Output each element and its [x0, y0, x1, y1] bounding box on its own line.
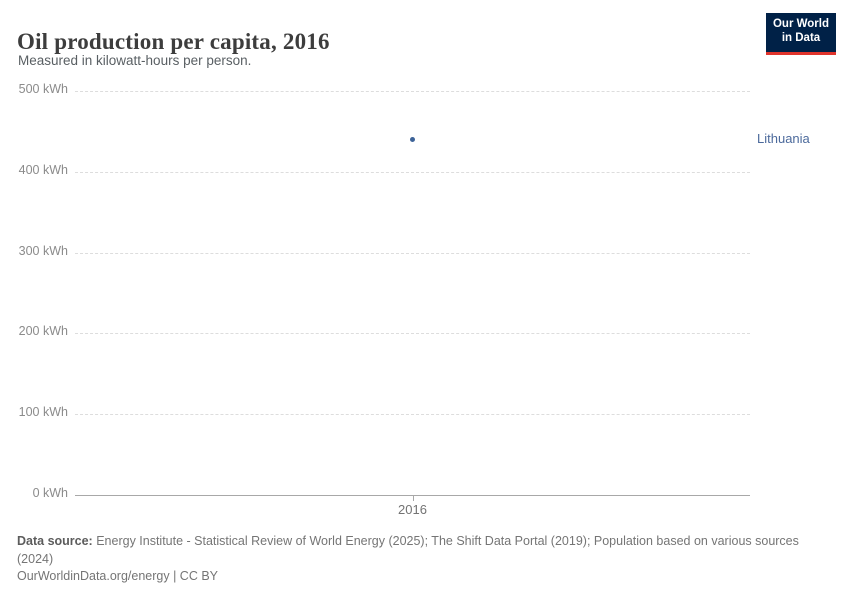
y-gridline [75, 252, 750, 254]
data-source-text: Energy Institute - Statistical Review of… [17, 534, 799, 566]
data-point[interactable] [410, 136, 415, 142]
y-axis-tick-label: 100 kWh [18, 405, 68, 420]
y-gridline [75, 333, 750, 335]
owid-logo-line2: in Data [781, 32, 821, 44]
license-link[interactable]: OurWorldinData.org/energy | CC BY [17, 569, 219, 583]
x-axis-tick [412, 495, 414, 501]
owid-logo[interactable]: Our World in Data [766, 13, 836, 55]
data-source-note: Data source: Energy Institute - Statisti… [17, 532, 812, 568]
y-axis-tick-label: 400 kWh [18, 162, 68, 177]
y-gridline [75, 171, 750, 173]
x-axis-tick-label: 2016 [398, 502, 427, 517]
chart-title: Oil production per capita, 2016 [17, 29, 330, 55]
y-axis-tick-label: 200 kWh [18, 324, 68, 339]
chart-subtitle: Measured in kilowatt-hours per person. [18, 53, 252, 68]
y-axis-tick-label: 0 kWh [32, 486, 68, 500]
data-source-label: Data source: [17, 534, 93, 548]
y-axis-tick-label: 500 kWh [18, 82, 68, 96]
owid-logo-line1: Our World [772, 18, 829, 30]
y-axis-tick-label: 300 kWh [18, 243, 68, 258]
y-gridline [75, 414, 750, 416]
y-gridline [75, 91, 750, 92]
entity-label[interactable]: Lithuania [757, 131, 810, 147]
